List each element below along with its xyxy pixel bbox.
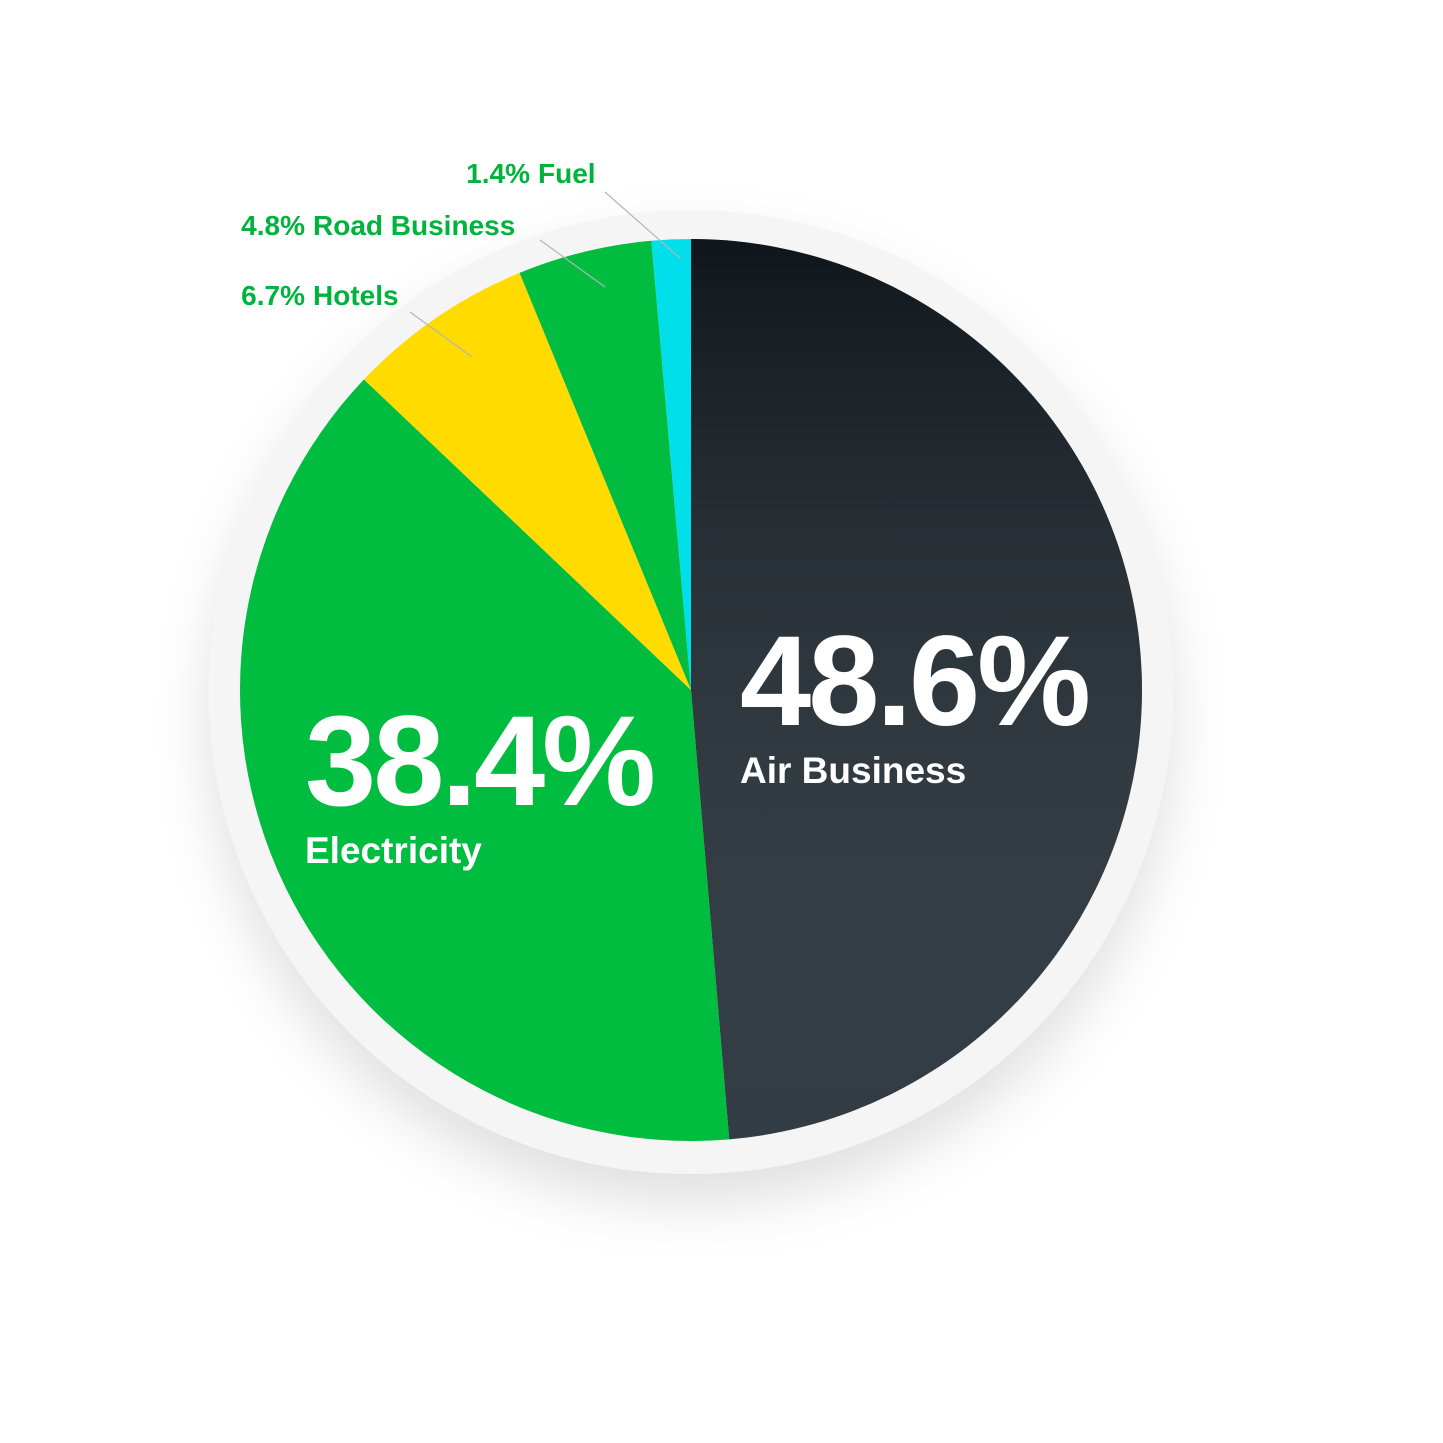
pie-slice <box>651 239 691 690</box>
leader-line <box>409 311 473 358</box>
value-label: 4.8% <box>241 210 305 241</box>
pie-slice <box>239 379 730 1141</box>
slice-shade <box>691 239 1143 1140</box>
category-label: Road Business <box>313 210 515 241</box>
leader-line <box>539 239 606 288</box>
value-label: 1.4% <box>466 158 530 189</box>
category-label: Hotels <box>313 280 399 311</box>
category-label: Electricity <box>305 830 482 871</box>
value-label: 6.7% <box>241 280 305 311</box>
pie-slice <box>363 272 691 690</box>
leader-lines <box>409 191 681 358</box>
leader-line <box>604 191 681 259</box>
labels: 48.6%Air Business 38.4%Electricity 6.7% Hot… <box>241 158 1091 871</box>
value-label: 48.6% <box>740 610 1088 753</box>
slices <box>239 239 1143 1141</box>
category-label: Fuel <box>538 158 596 189</box>
category-label: Air Business <box>740 750 966 791</box>
pie-slice <box>519 240 691 690</box>
value-label: 38.4% <box>305 690 653 833</box>
